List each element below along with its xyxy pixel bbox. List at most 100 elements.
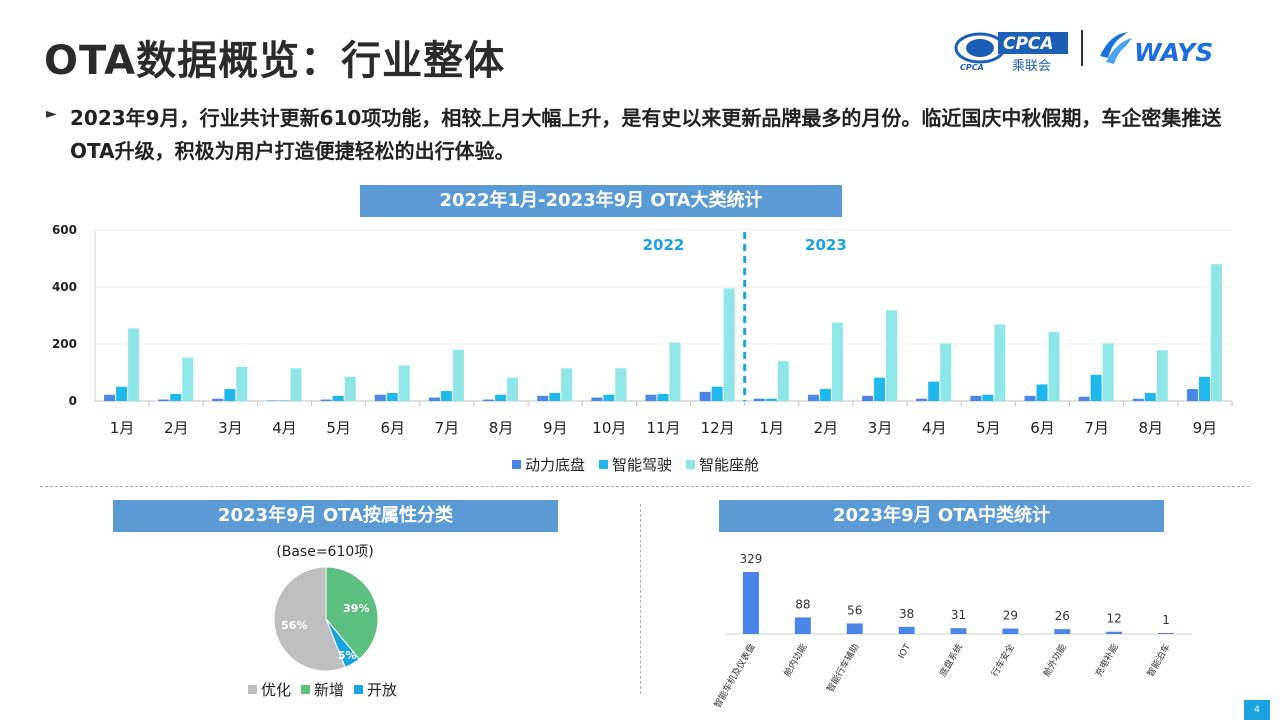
- mid-bar: [1002, 628, 1019, 634]
- legend-label: 动力底盘: [525, 456, 586, 474]
- x-tick-label: 2月: [814, 419, 839, 437]
- cpca-small-text: CPCA: [960, 63, 984, 72]
- cpca-logo: CPCA CPCA 乘联会: [954, 32, 1068, 74]
- mid-category-label: 底盘系统: [937, 642, 965, 679]
- bar-1: [982, 394, 994, 401]
- legend-swatch: [301, 685, 311, 694]
- bar-2: [1102, 343, 1114, 401]
- bar-1: [1036, 384, 1048, 401]
- mid-bar: [950, 628, 967, 634]
- x-tick-label: 1月: [110, 419, 135, 437]
- legend-swatch: [599, 460, 609, 469]
- bar-1: [928, 381, 940, 401]
- bar-0: [1186, 389, 1198, 401]
- bar-1: [116, 386, 128, 401]
- bar-0: [537, 395, 549, 401]
- mid-category-label: 舱外功能: [1040, 642, 1068, 679]
- mid-value-label: 29: [1003, 609, 1018, 623]
- bar-2: [940, 343, 952, 401]
- ways-logo-text: WAYS: [1134, 38, 1213, 67]
- mid-category-label: 智能车机及仪表盘: [711, 642, 757, 710]
- bar-2: [1048, 332, 1060, 401]
- bar-1: [603, 394, 615, 401]
- x-tick-label: 5月: [326, 419, 351, 437]
- legend-item-power: 动力底盘: [512, 454, 585, 475]
- bar-0: [970, 395, 982, 401]
- pie-slice: [273, 566, 346, 672]
- legend-label: 智能驾驶: [612, 456, 673, 474]
- mid-value-label: 1: [1162, 613, 1170, 627]
- x-tick-label: 7月: [1084, 419, 1109, 437]
- x-tick-label: 2月: [164, 419, 189, 437]
- bullet-arrow-icon: ►: [46, 106, 57, 122]
- mid-bar-chart: 329 智能车机及仪表盘 88 舱内功能 56 智能行车辅助 38 IOT 31 底盘系统 29 行车…: [711, 552, 1192, 710]
- pie-section-header: 2023年9月 OTA按属性分类: [113, 500, 558, 532]
- mid-value-label: 31: [951, 608, 966, 622]
- pie-legend-opt: 优化: [248, 679, 291, 700]
- bar-1: [819, 389, 831, 401]
- year-label-2023: 2023: [805, 236, 847, 254]
- bar-2: [1210, 264, 1222, 401]
- pie-value-label: 39%: [343, 602, 369, 615]
- mid-category-label: 智能行车辅助: [824, 642, 861, 695]
- pie-value-label: 5%: [338, 649, 357, 662]
- bar-0: [483, 399, 495, 401]
- bar-1: [549, 393, 561, 401]
- bar-1: [1144, 393, 1156, 401]
- bar-1: [1198, 376, 1210, 401]
- x-tick-label: 9月: [543, 419, 568, 437]
- bar-0: [320, 399, 332, 401]
- mid-value-label: 12: [1107, 612, 1122, 626]
- y-tick-label: 200: [52, 337, 77, 351]
- mid-section-header: 2023年9月 OTA中类统计: [719, 500, 1164, 532]
- mid-value-label: 329: [739, 552, 762, 566]
- x-tick-label: 6月: [381, 419, 406, 437]
- pie-chart: 56% 39% 5%: [273, 566, 379, 672]
- pie-slice: [325, 566, 379, 660]
- pie-base-label: (Base=610项): [276, 544, 374, 560]
- bar-2: [886, 310, 898, 401]
- page-number: 4: [1244, 700, 1270, 720]
- y-tick-label: 600: [52, 223, 77, 237]
- bar-1: [170, 393, 182, 401]
- mid-bar: [1158, 633, 1175, 634]
- main-bar-chart: 0 200 400 600 1月 2月 3月 4月 5月 6月 7月 8月 9月 10月 11月 12月 1月 2…: [52, 223, 1233, 437]
- bar-2: [128, 328, 140, 401]
- pie-value-label: 56%: [281, 619, 307, 632]
- x-tick-label: 3月: [868, 419, 893, 437]
- x-tick-label: 7月: [435, 419, 460, 437]
- bar-2: [777, 361, 789, 401]
- bar-0: [266, 400, 278, 401]
- bar-2: [561, 368, 573, 401]
- bar-1: [386, 393, 398, 401]
- summary-text: 2023年9月，行业共计更新610项功能，相较上月大幅上升，是有史以来更新品牌最…: [70, 106, 1222, 163]
- mid-bar: [846, 623, 863, 634]
- bar-2: [290, 368, 302, 401]
- bar-0: [1024, 395, 1036, 401]
- x-tick-label: 10月: [592, 419, 626, 437]
- bar-1: [440, 391, 452, 401]
- cpca-logo-sub: 乘联会: [1012, 59, 1051, 74]
- mid-value-label: 56: [847, 603, 862, 617]
- bar-1: [495, 394, 507, 401]
- bar-2: [831, 322, 843, 401]
- bar-2: [452, 349, 464, 401]
- bar-1: [765, 398, 777, 401]
- legend-swatch: [686, 460, 696, 469]
- bar-2: [669, 342, 681, 401]
- bar-0: [807, 394, 819, 401]
- mid-bar: [1054, 629, 1071, 634]
- legend-item-cabin: 智能座舱: [686, 454, 759, 475]
- mid-value-label: 88: [795, 597, 810, 611]
- mid-value-label: 26: [1055, 609, 1070, 623]
- bar-2: [994, 324, 1006, 401]
- bar-2: [398, 365, 410, 401]
- vertical-divider: [640, 504, 641, 694]
- mid-bar: [1106, 631, 1123, 634]
- mid-category-label: IOT: [897, 642, 914, 661]
- bar-0: [158, 399, 170, 401]
- mid-value-label: 38: [899, 607, 914, 621]
- mid-bar: [898, 626, 915, 634]
- legend-swatch: [512, 460, 521, 469]
- pie-legend-new: 新增: [301, 679, 344, 700]
